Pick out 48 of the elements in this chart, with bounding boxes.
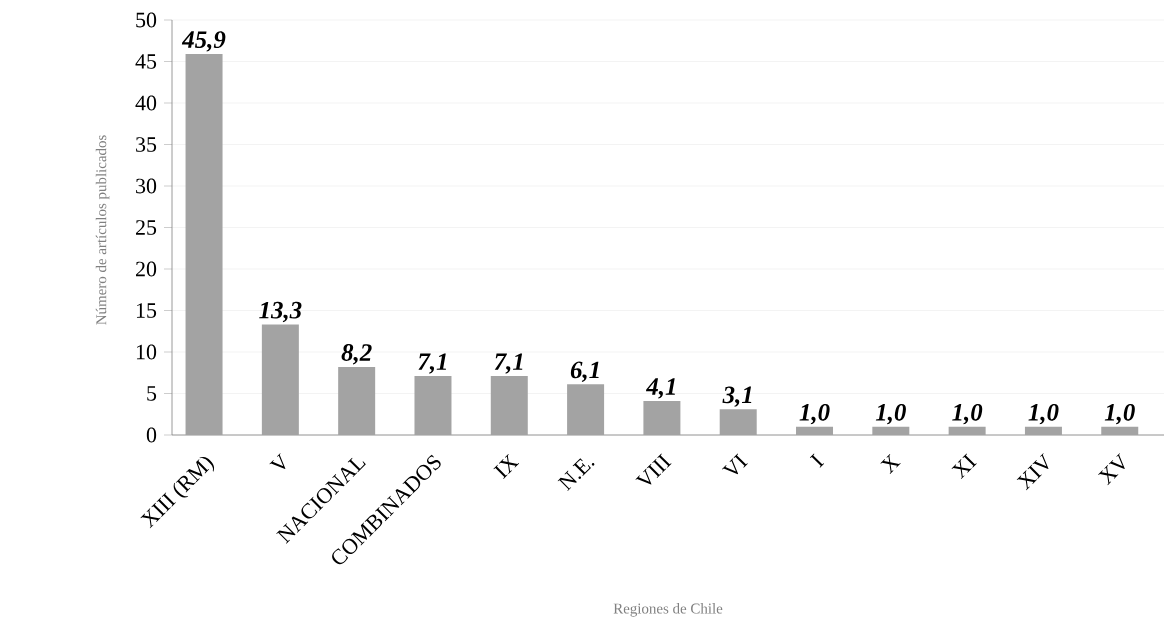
data-label: 1,0 [1104, 403, 1135, 425]
bar [1024, 426, 1062, 435]
data-label: 7,1 [418, 353, 447, 374]
y-tick-label: 40 [135, 95, 157, 111]
bar [567, 384, 605, 435]
bar [948, 426, 986, 435]
bar [490, 376, 528, 435]
data-label: 1,0 [799, 403, 830, 425]
y-tick-label: 25 [136, 220, 157, 235]
y-tick-label: 50 [136, 12, 157, 28]
y-tick-label: 15 [136, 303, 157, 318]
bar [719, 409, 757, 435]
x-tick-label: VI [722, 453, 748, 475]
y-tick-label: 10 [136, 344, 157, 360]
y-axis-title: Número de artículos publicados [95, 135, 110, 325]
y-tick-label: 20 [136, 261, 157, 277]
bar [796, 426, 834, 435]
data-label: 1,0 [1028, 403, 1059, 425]
data-label: 3,1 [722, 386, 752, 407]
bar [414, 376, 452, 435]
data-label: 1,0 [952, 403, 983, 425]
data-label: 6,1 [570, 361, 599, 382]
x-tick-label: X [880, 453, 901, 474]
bar [185, 54, 223, 435]
x-tick-label: I [809, 453, 825, 468]
data-label: 1,0 [875, 403, 906, 425]
data-label: 7,1 [494, 353, 523, 374]
x-tick-label: N.E. [557, 458, 595, 492]
y-tick-label: 0 [146, 427, 157, 443]
data-label: 4,1 [645, 378, 675, 399]
x-tick-label: IX [493, 453, 520, 479]
bar [872, 426, 910, 435]
bar [338, 366, 376, 435]
bar [643, 400, 681, 435]
data-label: 45,9 [181, 31, 226, 52]
data-label: 8,2 [341, 344, 372, 365]
y-tick-label: 30 [136, 178, 157, 194]
x-axis-title: Regiones de Chile [613, 603, 723, 617]
data-label: 13,3 [259, 301, 302, 323]
x-tick-label: VIII [635, 453, 672, 485]
y-tick-label: 5 [147, 386, 157, 401]
x-tick-label: XIV [1016, 453, 1049, 491]
y-tick-label: 45 [135, 54, 157, 69]
bar [261, 324, 299, 435]
x-tick-label: XV [1098, 453, 1125, 486]
y-tick-label: 35 [136, 137, 157, 152]
bar [1101, 426, 1139, 435]
x-tick-label: XI [951, 453, 977, 480]
